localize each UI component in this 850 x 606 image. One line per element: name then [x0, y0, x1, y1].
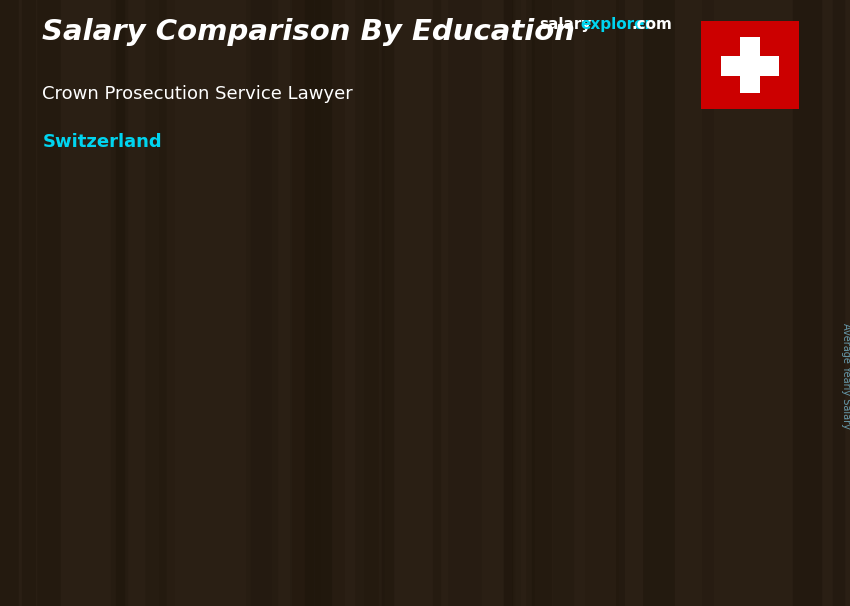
Text: 532,000 CHF: 532,000 CHF	[581, 267, 680, 281]
Text: 236,000 CHF: 236,000 CHF	[70, 401, 169, 415]
Bar	[721, 56, 779, 76]
Bar	[571, 294, 701, 533]
Text: Crown Prosecution Service Lawyer: Crown Prosecution Service Lawyer	[42, 85, 354, 103]
Polygon shape	[701, 286, 717, 533]
Text: Average Yearly Salary: Average Yearly Salary	[841, 323, 850, 428]
Text: Salary Comparison By Education: Salary Comparison By Education	[42, 18, 575, 46]
Text: Switzerland: Switzerland	[42, 133, 162, 152]
Text: .com: .com	[632, 17, 672, 32]
Text: +64%: +64%	[491, 301, 568, 325]
Text: explorer: explorer	[581, 17, 653, 32]
Polygon shape	[464, 379, 479, 533]
Polygon shape	[571, 286, 717, 294]
Polygon shape	[227, 419, 242, 533]
Bar	[96, 427, 227, 533]
Text: +38%: +38%	[224, 401, 300, 425]
Polygon shape	[96, 419, 242, 427]
Polygon shape	[333, 379, 479, 387]
Text: 325,000 CHF: 325,000 CHF	[320, 361, 419, 375]
Bar	[740, 37, 760, 93]
Text: salary: salary	[540, 17, 592, 32]
Bar	[333, 387, 464, 533]
